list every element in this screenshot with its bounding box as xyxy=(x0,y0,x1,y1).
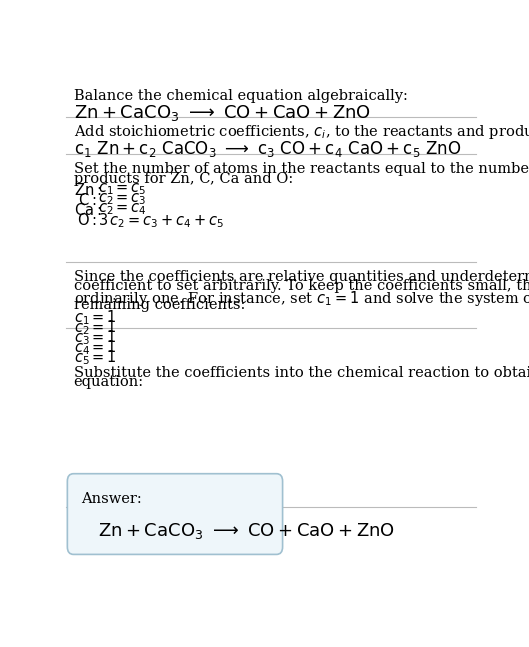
Text: $3 \, c_2 = c_3 + c_4 + c_5$: $3 \, c_2 = c_3 + c_4 + c_5$ xyxy=(98,212,224,230)
Text: $c_4 = 1$: $c_4 = 1$ xyxy=(74,338,116,357)
Text: $c_5 = 1$: $c_5 = 1$ xyxy=(74,348,116,367)
Text: Substitute the coefficients into the chemical reaction to obtain the balanced: Substitute the coefficients into the che… xyxy=(74,366,529,380)
Text: $\mathrm{Ca:}$: $\mathrm{Ca:}$ xyxy=(74,202,101,217)
Text: products for Zn, C, Ca and O:: products for Zn, C, Ca and O: xyxy=(74,172,293,186)
Text: $\mathrm{Zn + CaCO_3 \ \longrightarrow \ CO + CaO + ZnO}$: $\mathrm{Zn + CaCO_3 \ \longrightarrow \… xyxy=(98,521,395,541)
Text: Answer:: Answer: xyxy=(81,492,142,506)
Text: Since the coefficients are relative quantities and underdetermined, choose a: Since the coefficients are relative quan… xyxy=(74,270,529,284)
Text: $c_2 = 1$: $c_2 = 1$ xyxy=(74,318,116,337)
Text: Add stoichiometric coefficients, $c_i$, to the reactants and products:: Add stoichiometric coefficients, $c_i$, … xyxy=(74,124,529,142)
Text: $c_1 = 1$: $c_1 = 1$ xyxy=(74,309,116,327)
Text: Balance the chemical equation algebraically:: Balance the chemical equation algebraica… xyxy=(74,89,407,103)
Text: Set the number of atoms in the reactants equal to the number of atoms in the: Set the number of atoms in the reactants… xyxy=(74,162,529,177)
Text: $\mathrm{Zn + CaCO_3 \ \longrightarrow \ CO + CaO + ZnO}$: $\mathrm{Zn + CaCO_3 \ \longrightarrow \… xyxy=(74,103,370,123)
FancyBboxPatch shape xyxy=(67,474,282,554)
Text: $\mathrm{C:}$: $\mathrm{C:}$ xyxy=(78,192,97,208)
Text: $\mathrm{O:}$: $\mathrm{O:}$ xyxy=(77,212,96,228)
Text: $\mathrm{Zn:}$: $\mathrm{Zn:}$ xyxy=(74,182,101,198)
Text: coefficient to set arbitrarily. To keep the coefficients small, the arbitrary va: coefficient to set arbitrarily. To keep … xyxy=(74,280,529,293)
Text: $\mathrm{c_1 \ Zn + c_2 \ CaCO_3 \ \longrightarrow \ c_3 \ CO + c_4 \ CaO + c_5 : $\mathrm{c_1 \ Zn + c_2 \ CaCO_3 \ \long… xyxy=(74,139,461,159)
Text: ordinarily one. For instance, set $c_1 = 1$ and solve the system of equations fo: ordinarily one. For instance, set $c_1 =… xyxy=(74,289,529,308)
Text: remaining coefficients:: remaining coefficients: xyxy=(74,298,245,313)
Text: $c_3 = 1$: $c_3 = 1$ xyxy=(74,328,116,347)
Text: $c_2 = c_4$: $c_2 = c_4$ xyxy=(98,202,147,217)
Text: equation:: equation: xyxy=(74,375,144,389)
Text: $c_1 = c_5$: $c_1 = c_5$ xyxy=(98,182,147,197)
Text: $c_2 = c_3$: $c_2 = c_3$ xyxy=(98,192,147,208)
